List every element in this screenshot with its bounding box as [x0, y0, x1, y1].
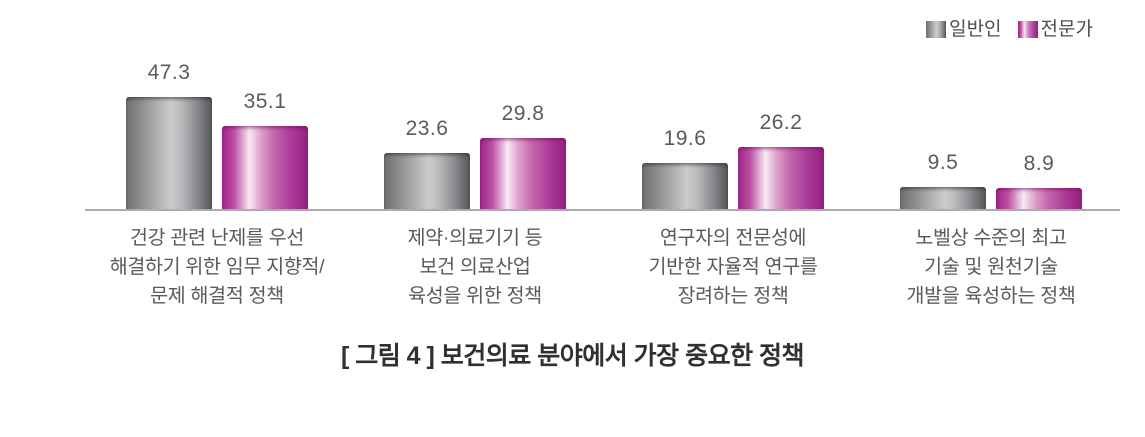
bar-group: 19.6 26.2 — [604, 62, 862, 209]
category-label-line: 육성을 위한 정책 — [408, 285, 542, 307]
value-label: 29.8 — [501, 102, 545, 125]
legend-swatch-general — [926, 21, 947, 38]
bar-column-expert: 8.9 — [996, 153, 1082, 209]
bar-column-expert: 35.1 — [222, 91, 308, 209]
legend-label: 일반인 — [949, 19, 1002, 40]
bar-general — [642, 163, 728, 209]
value-label: 19.6 — [663, 127, 707, 150]
category-label-line: 건강 관련 난제를 우선 — [129, 227, 305, 249]
legend-label: 전문가 — [1040, 19, 1093, 40]
legend-swatch-expert — [1017, 21, 1038, 38]
bar-expert — [996, 188, 1082, 209]
bar-group: 47.3 35.1 — [88, 62, 346, 209]
bar-column-general: 47.3 — [126, 62, 212, 209]
category-label-line: 장려하는 정책 — [677, 285, 789, 307]
category-label-line: 연구자의 전문성에 — [659, 227, 807, 249]
bar-expert — [738, 147, 824, 209]
category-label-line: 개발을 육성하는 정책 — [906, 285, 1076, 307]
legend-item-general: 일반인 — [926, 19, 1002, 40]
figure-caption: [ 그림 4 ] 보건의료 분야에서 가장 중요한 정책 — [340, 342, 805, 370]
bar-general — [900, 187, 986, 209]
value-label: 23.6 — [405, 117, 449, 140]
bar-expert — [480, 138, 566, 209]
bar-column-general: 9.5 — [900, 152, 986, 209]
bar-column-expert: 26.2 — [738, 112, 824, 209]
bar-group: 9.5 8.9 — [862, 62, 1120, 209]
legend-item-expert: 전문가 — [1017, 19, 1093, 40]
value-label: 47.3 — [147, 61, 191, 84]
bar-column-expert: 29.8 — [480, 103, 566, 209]
category-label-line: 문제 해결적 정책 — [150, 285, 284, 307]
x-axis-line — [85, 209, 1120, 211]
category-labels-row: 건강 관련 난제를 우선 해결하기 위한 임무 지향적/문제 해결적 정책 제약·의… — [88, 224, 1120, 311]
category-label-line: 해결하기 위한 임무 지향적/ — [109, 256, 325, 278]
plot-area: 47.3 35.1 23.6 29.8 19.6 26.2 9.5 8.9 — [0, 0, 1145, 211]
value-label: 35.1 — [243, 90, 287, 113]
value-label: 26.2 — [759, 111, 803, 134]
category-label-line: 기술 및 원천기술 — [924, 256, 1058, 278]
value-label: 8.9 — [1023, 152, 1055, 175]
bar-group: 23.6 29.8 — [346, 62, 604, 209]
category-label-line: 제약·의료기기 등 — [407, 227, 543, 249]
bar-column-general: 23.6 — [384, 118, 470, 209]
bar-column-general: 19.6 — [642, 128, 728, 209]
category-label-line: 노벨상 수준의 최고 — [915, 227, 1067, 249]
category-label-line: 보건 의료산업 — [419, 256, 531, 278]
bar-expert — [222, 126, 308, 209]
bar-general — [384, 153, 470, 209]
bar-groups: 47.3 35.1 23.6 29.8 19.6 26.2 9.5 8.9 — [88, 62, 1120, 209]
chart-legend: 일반인 전문가 — [926, 20, 1093, 39]
category-label-line: 기반한 자율적 연구를 — [648, 256, 818, 278]
bar-general — [126, 97, 212, 209]
value-label: 9.5 — [927, 151, 959, 174]
